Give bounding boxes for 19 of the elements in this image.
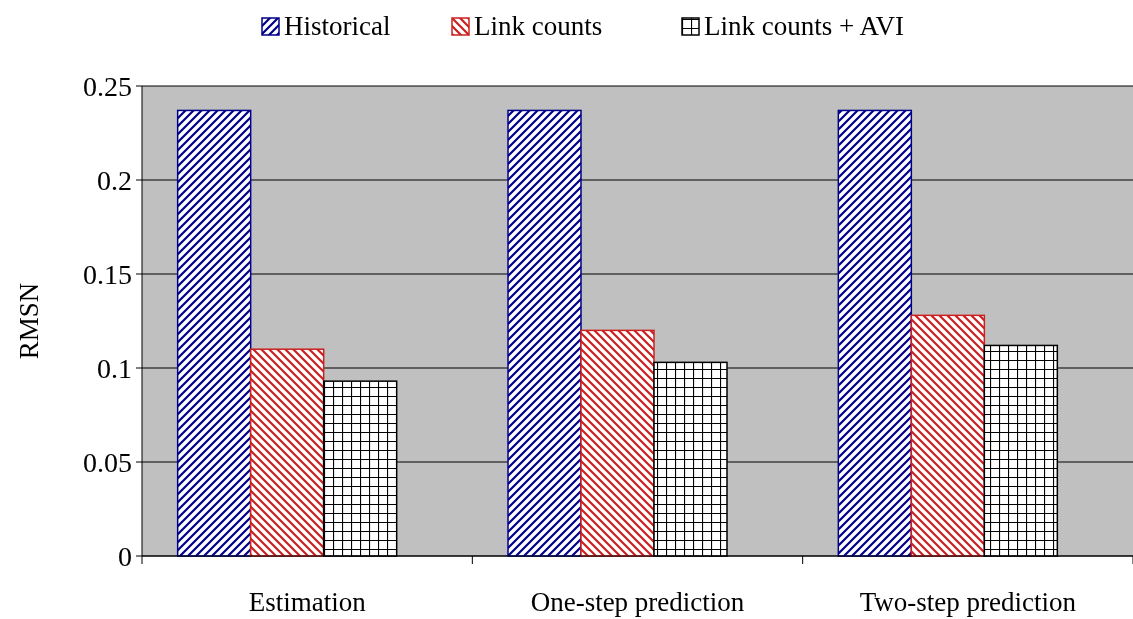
x-tick-label: Estimation bbox=[248, 587, 367, 617]
legend-label: Link counts bbox=[474, 11, 603, 41]
y-tick-label: 0.1 bbox=[97, 352, 132, 384]
bar bbox=[249, 348, 325, 557]
legend-label: Historical bbox=[284, 11, 391, 41]
y-tick-label: 0 bbox=[118, 540, 132, 572]
y-axis-title: RMSN bbox=[14, 282, 44, 360]
bar bbox=[580, 329, 655, 557]
x-tick-label: One-step prediction bbox=[530, 587, 745, 617]
y-tick-label: 0.15 bbox=[83, 258, 132, 290]
bar bbox=[837, 109, 913, 557]
y-tick-label: 0.05 bbox=[83, 446, 132, 478]
y-tick-label: 0.2 bbox=[97, 164, 132, 196]
x-tick-label: Two-step prediction bbox=[859, 587, 1077, 617]
bar bbox=[176, 109, 252, 557]
y-tick-label: 0.25 bbox=[83, 70, 132, 102]
legend-label: Link counts + AVI bbox=[704, 11, 904, 41]
bar bbox=[910, 314, 986, 557]
bar bbox=[507, 109, 582, 557]
